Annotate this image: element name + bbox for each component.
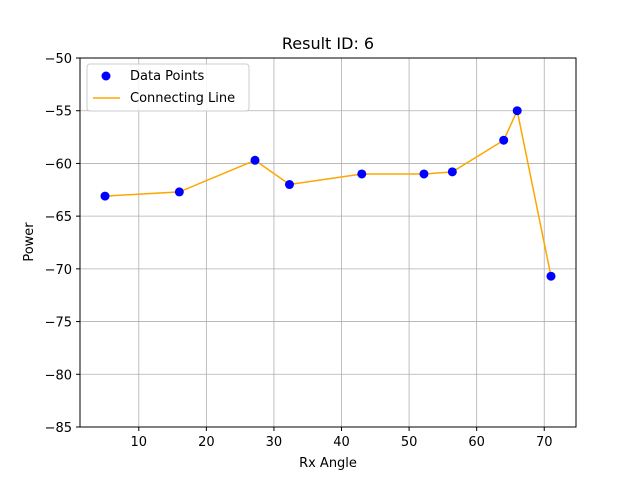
y-tick-label: −75 (45, 316, 72, 331)
data-point (447, 167, 457, 177)
x-tick-label: 70 (536, 435, 553, 450)
connecting-line (104, 108, 552, 277)
y-tick-label: −60 (45, 157, 72, 172)
plot-area: 10 20 30 40 50 60 70 −85 −80 −75 −70 −65 −60 −55 −50 (45, 52, 577, 450)
data-point (284, 180, 294, 190)
x-tick-label: 40 (333, 435, 350, 450)
data-point (512, 106, 522, 116)
data-point (546, 271, 556, 281)
data-point (174, 187, 184, 197)
x-tick-label: 20 (198, 435, 215, 450)
legend-label-connecting-line: Connecting Line (130, 91, 235, 106)
y-tick-label: −70 (45, 263, 72, 278)
axes-frame (79, 57, 577, 428)
data-point (357, 169, 367, 179)
y-tick-label: −65 (45, 210, 72, 225)
x-tick-label: 50 (401, 435, 418, 450)
legend: Data Points Connecting Line (86, 63, 250, 112)
x-tick-label: 30 (266, 435, 283, 450)
x-axis-label: Rx Angle (299, 456, 357, 471)
data-point (250, 155, 260, 165)
data-point (499, 135, 509, 145)
y-tick-label: −55 (45, 105, 72, 120)
legend-marker-data-points (101, 71, 111, 81)
y-tick-label: −50 (45, 52, 72, 67)
x-tick-label: 10 (131, 435, 148, 450)
y-axis-label: Power (22, 222, 37, 262)
data-point (100, 191, 110, 201)
y-tick-label: −85 (45, 421, 72, 436)
chart-title: Result ID: 6 (282, 34, 374, 53)
x-tick-label: 60 (468, 435, 485, 450)
y-tick-label: −80 (45, 368, 72, 383)
data-point (419, 169, 429, 179)
legend-label-data-points: Data Points (130, 69, 204, 84)
legend-box (86, 63, 250, 112)
